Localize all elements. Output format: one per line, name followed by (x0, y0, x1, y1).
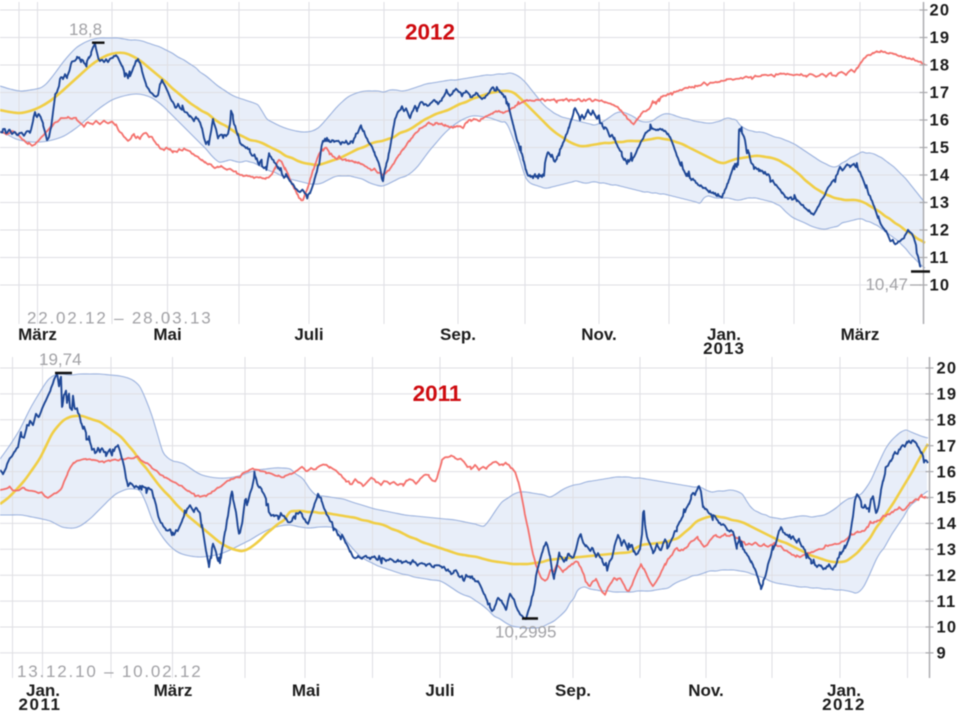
svg-text:13: 13 (930, 194, 951, 212)
svg-text:12: 12 (937, 567, 958, 585)
svg-text:2012: 2012 (405, 20, 455, 45)
svg-text:Sep.: Sep. (555, 681, 591, 700)
svg-text:Juli: Juli (425, 681, 454, 700)
svg-text:Nov.: Nov. (688, 681, 724, 700)
svg-text:10: 10 (930, 277, 951, 295)
svg-text:22.02.12 – 28.03.13: 22.02.12 – 28.03.13 (27, 309, 212, 328)
svg-text:Jan.: Jan. (26, 681, 60, 700)
svg-text:März: März (841, 325, 880, 344)
svg-text:17: 17 (930, 84, 951, 102)
svg-text:17: 17 (937, 437, 958, 455)
svg-text:9: 9 (937, 645, 947, 663)
svg-text:18: 18 (930, 57, 951, 75)
svg-text:13: 13 (937, 541, 958, 559)
svg-text:19,74: 19,74 (39, 350, 82, 369)
svg-text:März: März (154, 681, 193, 700)
svg-text:13.12.10 – 10.02.12: 13.12.10 – 10.02.12 (17, 662, 202, 681)
svg-text:2011: 2011 (413, 381, 462, 406)
svg-text:Jan.: Jan. (827, 681, 861, 700)
svg-text:2013: 2013 (703, 339, 745, 358)
svg-text:20: 20 (930, 2, 951, 20)
svg-text:20: 20 (937, 360, 958, 378)
svg-text:14: 14 (930, 167, 951, 185)
svg-text:Nov.: Nov. (581, 325, 617, 344)
svg-text:16: 16 (930, 112, 951, 130)
svg-text:März: März (18, 325, 57, 344)
svg-text:16: 16 (937, 463, 958, 481)
svg-text:15: 15 (937, 489, 958, 507)
svg-text:11: 11 (930, 249, 950, 267)
svg-text:10: 10 (937, 619, 958, 637)
svg-text:Mai: Mai (292, 681, 320, 700)
svg-text:Jan.: Jan. (707, 325, 741, 344)
svg-text:11: 11 (937, 593, 957, 611)
svg-text:Mai: Mai (153, 325, 181, 344)
svg-text:12: 12 (930, 222, 951, 240)
svg-text:2012: 2012 (822, 695, 866, 714)
svg-text:Juli: Juli (294, 325, 323, 344)
svg-text:19: 19 (937, 386, 958, 404)
svg-text:18,8: 18,8 (69, 20, 102, 39)
svg-text:10,47: 10,47 (865, 275, 908, 294)
svg-text:15: 15 (930, 139, 951, 157)
svg-text:2011: 2011 (19, 695, 62, 714)
svg-text:Sep.: Sep. (440, 325, 476, 344)
svg-text:19: 19 (930, 29, 951, 47)
svg-text:10,2995: 10,2995 (495, 623, 556, 642)
svg-text:14: 14 (937, 515, 958, 533)
svg-text:18: 18 (937, 412, 958, 430)
